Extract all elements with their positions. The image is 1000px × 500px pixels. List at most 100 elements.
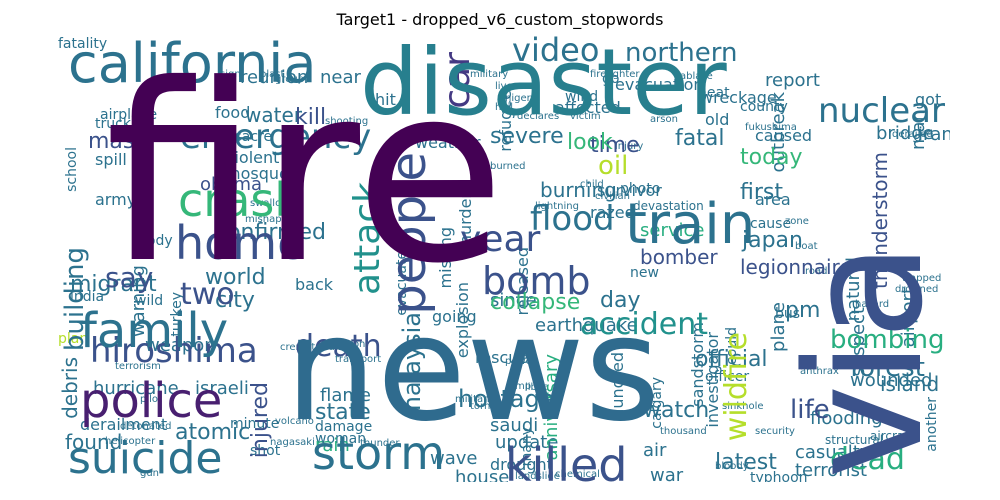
word-area: area xyxy=(755,190,791,209)
word-power: power xyxy=(505,356,536,367)
word-damage: damage xyxy=(315,419,373,435)
word-detonated: detonated xyxy=(120,421,172,432)
word-near: near xyxy=(320,67,361,88)
word-mosque: mosque xyxy=(225,164,289,183)
word-caused: caused xyxy=(755,126,813,145)
word-time: time xyxy=(590,133,640,158)
word-via: via xyxy=(771,242,950,480)
word-school: school xyxy=(64,147,80,192)
word-pm: pm xyxy=(785,298,821,323)
word-india: india xyxy=(70,289,105,305)
word-gun: gun xyxy=(140,468,160,479)
word-anthrax: anthrax xyxy=(800,366,839,377)
word-derailment: derailment xyxy=(80,415,168,434)
word-terrorism: terrorism xyxy=(115,361,161,372)
word-live: live xyxy=(495,81,513,92)
word-japan: japan xyxy=(742,228,803,253)
word-libya: libya xyxy=(525,382,549,393)
word-kill: kill xyxy=(295,105,327,130)
word-aircraft: aircraft xyxy=(870,429,913,443)
word-nuclear: nuclear xyxy=(818,91,945,131)
word-army: army xyxy=(95,190,137,209)
word-transport: transport xyxy=(335,354,382,365)
word-mass: mass xyxy=(88,129,146,154)
word-world: world xyxy=(205,265,266,290)
word-rain: rain xyxy=(315,435,350,456)
word-first: first xyxy=(740,180,783,205)
word-blast: blast xyxy=(260,69,285,80)
word-airplane: airplane xyxy=(100,107,158,123)
word-storm: storm xyxy=(312,426,446,480)
word-confirmed: confirmed xyxy=(215,220,326,245)
word-sinkhole: sinkhole xyxy=(722,401,764,412)
word-pilot: pilot xyxy=(140,394,162,405)
word-weather: weather xyxy=(415,133,481,152)
word-firefighter: firefighter xyxy=(590,69,640,80)
word-bombing: bombing xyxy=(830,325,945,355)
word-bloody: bloody xyxy=(715,461,749,472)
word-saudi: saudi xyxy=(490,415,539,436)
word-drought: drought xyxy=(490,455,553,474)
word-massacre: massacre xyxy=(205,129,273,145)
word-debris: debris xyxy=(58,357,82,419)
word-new: new xyxy=(630,265,659,281)
word-county: county xyxy=(740,99,788,115)
word-cause: cause xyxy=(750,216,792,232)
word-obama: obama xyxy=(200,174,263,195)
word-thousand: thousand xyxy=(660,426,707,437)
word-israeli: israeli xyxy=(195,378,249,399)
word-disaster: disaster xyxy=(360,32,727,136)
word-volcano: volcano xyxy=(275,416,314,427)
word-dead: dead xyxy=(830,442,905,477)
word-affected: affected xyxy=(555,98,621,117)
word-civilian: civilian xyxy=(595,191,630,202)
word-found: found xyxy=(65,430,123,454)
word-rescuer: rescuer xyxy=(475,348,535,367)
word-two: two xyxy=(180,277,235,312)
word-woman: woman xyxy=(315,431,367,447)
word-tornado: tornado xyxy=(470,401,509,412)
word-video: video xyxy=(512,32,600,69)
word-spill: spill xyxy=(95,150,127,169)
word-oil: oil xyxy=(598,151,629,181)
word-burning: burning xyxy=(540,178,617,202)
word-hurricane: hurricane xyxy=(93,378,179,399)
word-forest: forest xyxy=(850,353,925,383)
word-boat: boat xyxy=(795,241,818,252)
word-say: say xyxy=(105,261,154,294)
word-arson: arson xyxy=(650,114,678,125)
word-injured: injured xyxy=(248,382,273,459)
word-military: military xyxy=(470,69,509,80)
word-flame: flame xyxy=(320,385,371,406)
word-look: look xyxy=(567,130,613,155)
word-hiroshima: hiroshima xyxy=(90,331,258,371)
word-city: city xyxy=(215,288,255,313)
word-war: war xyxy=(650,465,684,483)
word-got: got xyxy=(915,90,942,109)
chart-title: Target1 - dropped_v6_custom_stopwords xyxy=(336,10,664,29)
word-bus: bus xyxy=(775,306,801,322)
word-train: train xyxy=(625,192,756,257)
word-body: body xyxy=(138,233,173,249)
word-home: home xyxy=(175,216,306,270)
word-wildfire: wildfire xyxy=(719,332,754,442)
word-fatal: fatal xyxy=(675,126,725,151)
word-atomic: atomic xyxy=(175,420,251,445)
word-declares: declares xyxy=(517,111,560,122)
word-death: death xyxy=(295,329,382,364)
word-emergency: emergency xyxy=(180,117,372,157)
word-wounded: wounded xyxy=(850,370,933,391)
word-migrant: migrant xyxy=(70,272,157,297)
word-child: child xyxy=(580,179,604,190)
word-trapped: trapped xyxy=(902,273,942,284)
word-flood: flood xyxy=(530,199,615,239)
word-victim: victim xyxy=(570,111,601,122)
word-thunder: thunder xyxy=(360,438,400,449)
word-wreckage: wreckage xyxy=(700,88,777,107)
word-fatality: fatality xyxy=(58,36,108,52)
word-sign: sign xyxy=(220,69,241,80)
word-razed: razed xyxy=(590,203,635,222)
word-year: year xyxy=(460,219,541,260)
word-nagasaki: nagasaki xyxy=(270,437,315,448)
word-killed: killed xyxy=(505,438,628,482)
